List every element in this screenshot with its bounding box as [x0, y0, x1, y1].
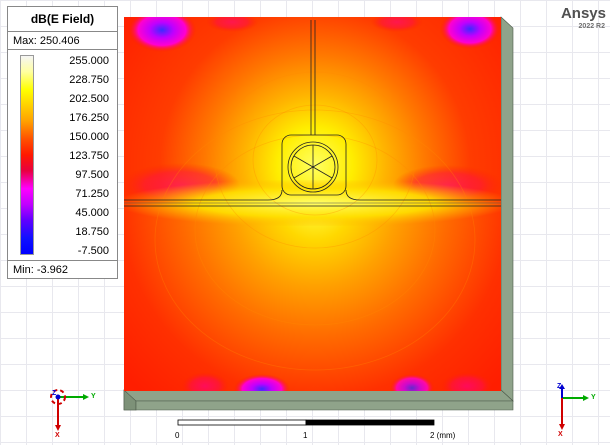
triad-right-y-label: Y: [591, 394, 596, 401]
legend-max: Max: 250.406: [8, 32, 117, 50]
substrate-right-face: [500, 16, 514, 402]
triad-left-z-label: Z: [52, 390, 57, 397]
scale-label-2: 2 (mm): [430, 431, 456, 440]
triad-right-x-label: X: [558, 431, 563, 438]
axis-triad-left: [50, 389, 89, 431]
legend-value: 202.500: [69, 93, 109, 105]
legend-value: 228.750: [69, 74, 109, 86]
legend-value: 71.250: [75, 188, 109, 200]
scale-label-1: 1: [303, 431, 308, 440]
legend-value: 176.250: [69, 112, 109, 124]
color-bar: [20, 55, 34, 255]
triad-left-y-label: Y: [91, 393, 96, 400]
legend-value: 45.000: [75, 207, 109, 219]
legend-value: 150.000: [69, 131, 109, 143]
triad-right-z-label: Z: [557, 383, 562, 390]
legend-title: dB(E Field): [8, 7, 117, 32]
legend-value: 97.500: [75, 169, 109, 181]
axis-triad-right: [559, 384, 589, 430]
field-legend[interactable]: dB(E Field) Max: 250.406 255.000 228.750…: [7, 6, 118, 279]
triad-left-x-label: X: [55, 432, 60, 439]
legend-min: Min: -3.962: [8, 260, 117, 278]
antenna-geometry: [124, 20, 501, 207]
brand-name: Ansys: [560, 5, 606, 22]
legend-value: 123.750: [69, 150, 109, 162]
legend-value: 255.000: [69, 55, 109, 67]
legend-value: 18.750: [75, 226, 109, 238]
scale-label-0: 0: [175, 431, 180, 440]
legend-value: -7.500: [77, 245, 109, 257]
brand-version: 2022 R2: [578, 23, 605, 30]
scale-bar: [177, 419, 435, 426]
